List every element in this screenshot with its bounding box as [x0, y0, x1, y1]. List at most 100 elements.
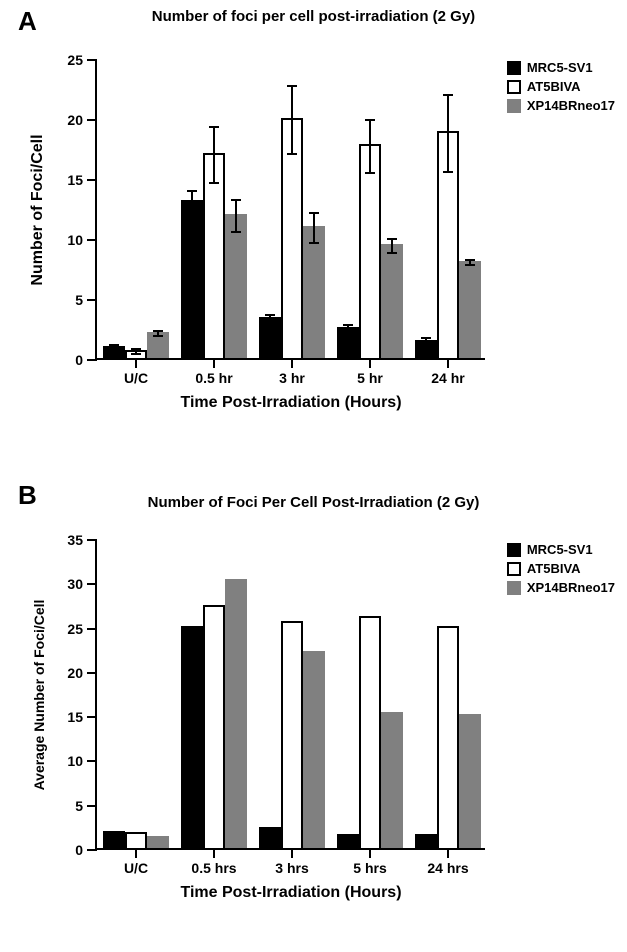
- legend-item: XP14BRneo17: [507, 98, 615, 113]
- error-cap: [153, 330, 163, 332]
- error-cap: [109, 350, 119, 352]
- error-cap: [465, 264, 475, 266]
- bar: [125, 832, 147, 848]
- y-tick: [87, 59, 97, 61]
- bar: [415, 834, 437, 848]
- y-tick: [87, 672, 97, 674]
- error-cap: [231, 231, 241, 233]
- error-cap: [465, 259, 475, 261]
- error-cap: [131, 348, 141, 350]
- y-tick: [87, 239, 97, 241]
- chart-a-title: Number of foci per cell post-irradiation…: [0, 8, 627, 25]
- y-tick: [87, 760, 97, 762]
- legend-label: XP14BRneo17: [527, 580, 615, 595]
- panel-b: B Number of Foci Per Cell Post-Irradiati…: [0, 480, 627, 952]
- error-cap: [421, 345, 431, 347]
- legend-item: AT5BIVA: [507, 79, 615, 94]
- bar: [203, 605, 225, 848]
- error-cap: [153, 335, 163, 337]
- x-tick-label: 3 hrs: [275, 860, 308, 876]
- bar: [103, 831, 125, 848]
- bar: [303, 226, 325, 358]
- error-bar: [191, 190, 193, 214]
- legend-label: AT5BIVA: [527, 79, 581, 94]
- bar: [259, 827, 281, 848]
- y-tick-label: 5: [75, 292, 83, 308]
- legend-swatch: [507, 581, 521, 595]
- bar: [337, 834, 359, 848]
- error-cap: [443, 94, 453, 96]
- legend-swatch: [507, 61, 521, 75]
- legend-swatch: [507, 99, 521, 113]
- y-tick-label: 5: [75, 798, 83, 814]
- legend-label: MRC5-SV1: [527, 60, 593, 75]
- error-bar: [291, 85, 293, 155]
- x-tick-label: 3 hr: [279, 370, 305, 386]
- y-tick-label: 15: [67, 709, 83, 725]
- y-tick: [87, 583, 97, 585]
- bar: [147, 836, 169, 848]
- error-cap: [265, 322, 275, 324]
- y-axis-label: Number of Foci/Cell: [29, 134, 47, 285]
- x-axis-label: Time Post-Irradiation (Hours): [180, 394, 401, 412]
- legend-item: XP14BRneo17: [507, 580, 615, 595]
- y-tick-label: 15: [67, 172, 83, 188]
- bar: [225, 214, 247, 358]
- y-tick: [87, 539, 97, 541]
- x-tick: [291, 848, 293, 858]
- y-tick-label: 0: [75, 842, 83, 858]
- y-tick-label: 20: [67, 112, 83, 128]
- error-bar: [313, 212, 315, 243]
- y-tick: [87, 716, 97, 718]
- x-tick: [369, 358, 371, 368]
- y-tick-label: 25: [67, 52, 83, 68]
- y-tick: [87, 179, 97, 181]
- error-cap: [209, 126, 219, 128]
- error-cap: [231, 199, 241, 201]
- bar: [303, 651, 325, 848]
- bar: [459, 261, 481, 358]
- error-cap: [187, 212, 197, 214]
- legend-swatch: [507, 543, 521, 557]
- legend-item: AT5BIVA: [507, 561, 615, 576]
- bar: [459, 714, 481, 848]
- x-tick: [447, 848, 449, 858]
- bar: [381, 712, 403, 848]
- y-tick: [87, 119, 97, 121]
- x-tick-label: 24 hr: [431, 370, 464, 386]
- error-cap: [343, 332, 353, 334]
- error-bar: [369, 119, 371, 174]
- y-tick-label: 25: [67, 621, 83, 637]
- legend-label: MRC5-SV1: [527, 542, 593, 557]
- error-cap: [309, 242, 319, 244]
- y-tick-label: 30: [67, 576, 83, 592]
- bar: [181, 626, 203, 848]
- x-tick-label: 5 hr: [357, 370, 383, 386]
- panel-a: A Number of foci per cell post-irradiati…: [0, 0, 627, 460]
- error-cap: [209, 182, 219, 184]
- legend-swatch: [507, 562, 521, 576]
- error-cap: [187, 190, 197, 192]
- bar: [359, 144, 381, 358]
- x-tick: [213, 358, 215, 368]
- bar: [437, 626, 459, 848]
- chart-a-plot: 0510152025Number of Foci/CellU/C0.5 hr3 …: [95, 60, 485, 360]
- bar: [225, 579, 247, 848]
- x-tick-label: 0.5 hr: [195, 370, 232, 386]
- error-cap: [265, 314, 275, 316]
- error-bar: [235, 199, 237, 233]
- y-tick-label: 10: [67, 232, 83, 248]
- x-tick-label: U/C: [124, 860, 148, 876]
- x-tick: [447, 358, 449, 368]
- y-tick: [87, 628, 97, 630]
- bar: [359, 616, 381, 848]
- chart-b-legend: MRC5-SV1 AT5BIVA XP14BRneo17: [507, 542, 615, 599]
- legend-swatch: [507, 80, 521, 94]
- y-tick: [87, 359, 97, 361]
- x-axis-label: Time Post-Irradiation (Hours): [180, 884, 401, 902]
- y-tick: [87, 805, 97, 807]
- error-cap: [131, 353, 141, 355]
- bar: [381, 244, 403, 358]
- error-cap: [343, 324, 353, 326]
- error-cap: [387, 252, 397, 254]
